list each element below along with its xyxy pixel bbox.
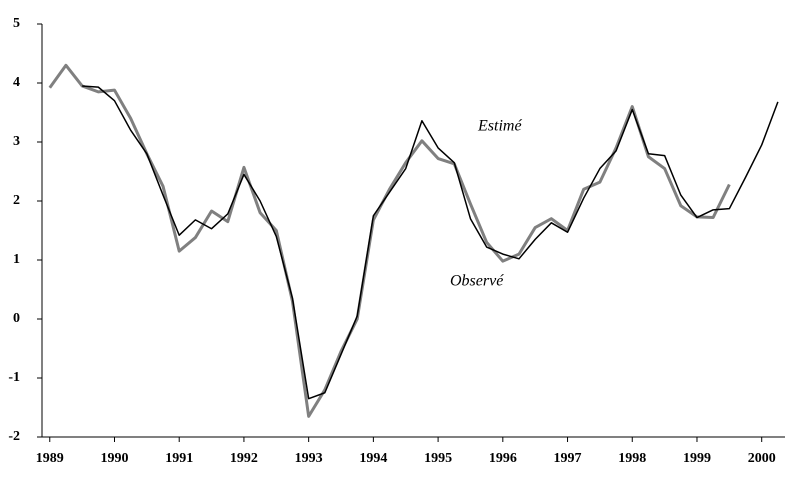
y-tick-label: 4: [13, 75, 20, 90]
y-tick-label: 0: [13, 311, 20, 326]
y-tick-label: -2: [8, 429, 20, 444]
annotation: Observé: [450, 273, 504, 290]
x-tick-label: 1998: [618, 451, 646, 466]
x-tick-label: 1994: [359, 451, 387, 466]
x-tick-label: 1992: [230, 451, 258, 466]
x-tick-label: 1996: [489, 451, 517, 466]
y-tick-label: 3: [13, 134, 20, 149]
x-tick-label: 1989: [36, 451, 64, 466]
x-tick-label: 1999: [683, 451, 711, 466]
y-tick-label: 2: [13, 193, 20, 208]
x-tick-label: 1991: [165, 451, 193, 466]
x-tick-label: 1995: [424, 451, 452, 466]
annotation: Estimé: [477, 118, 522, 135]
series-line: [48, 63, 731, 418]
y-tick-label: 1: [13, 252, 20, 267]
y-tick-label: -1: [8, 370, 20, 385]
x-tick-label: 1990: [100, 451, 128, 466]
x-tick-label: 1993: [295, 451, 323, 466]
x-tick-label: 2000: [748, 451, 776, 466]
x-tick-label: 1997: [554, 451, 582, 466]
y-tick-label: 5: [13, 16, 20, 31]
series-line: [82, 85, 779, 400]
